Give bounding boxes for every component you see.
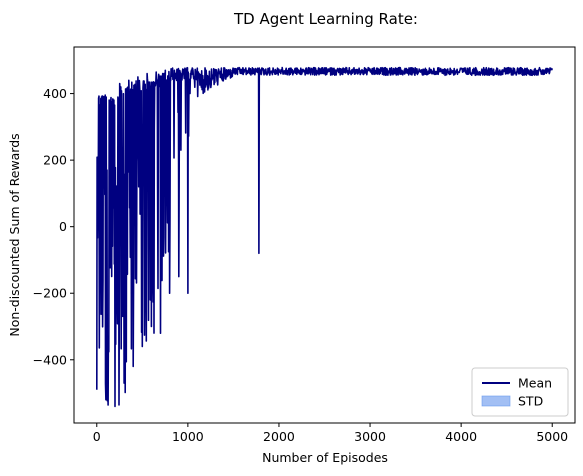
x-tick-label: 4000 xyxy=(445,429,477,444)
legend: Mean STD xyxy=(471,367,569,417)
axes-frame xyxy=(73,46,576,424)
x-tick-label: 1000 xyxy=(172,429,204,444)
y-tick-label: 200 xyxy=(43,153,67,168)
mean-line-series xyxy=(96,66,553,408)
legend-mean-label: Mean xyxy=(518,376,552,391)
plot-area: 0 1000 2000 3000 4000 5000 −400 −200 0 200 400 xyxy=(33,46,576,444)
y-tick-label: −200 xyxy=(33,286,67,301)
y-tick-label: 0 xyxy=(59,219,67,234)
x-tick-label: 2000 xyxy=(263,429,295,444)
y-axis-label: Non-discounted Sum of Rewards xyxy=(7,133,22,336)
y-axis: −400 −200 0 200 400 xyxy=(33,86,74,367)
y-tick-label: 400 xyxy=(43,86,67,101)
x-tick-label: 0 xyxy=(93,429,101,444)
legend-std-label: STD xyxy=(518,394,543,409)
x-tick-label: 3000 xyxy=(354,429,386,444)
legend-std-swatch xyxy=(481,395,511,407)
mean-series-line xyxy=(96,66,553,408)
x-tick-label: 5000 xyxy=(536,429,568,444)
x-axis-label: Number of Episodes xyxy=(262,450,388,465)
chart-title: TD Agent Learning Rate: xyxy=(233,10,418,28)
y-tick-label: −400 xyxy=(33,352,67,367)
x-axis: 0 1000 2000 3000 4000 5000 xyxy=(93,423,568,444)
